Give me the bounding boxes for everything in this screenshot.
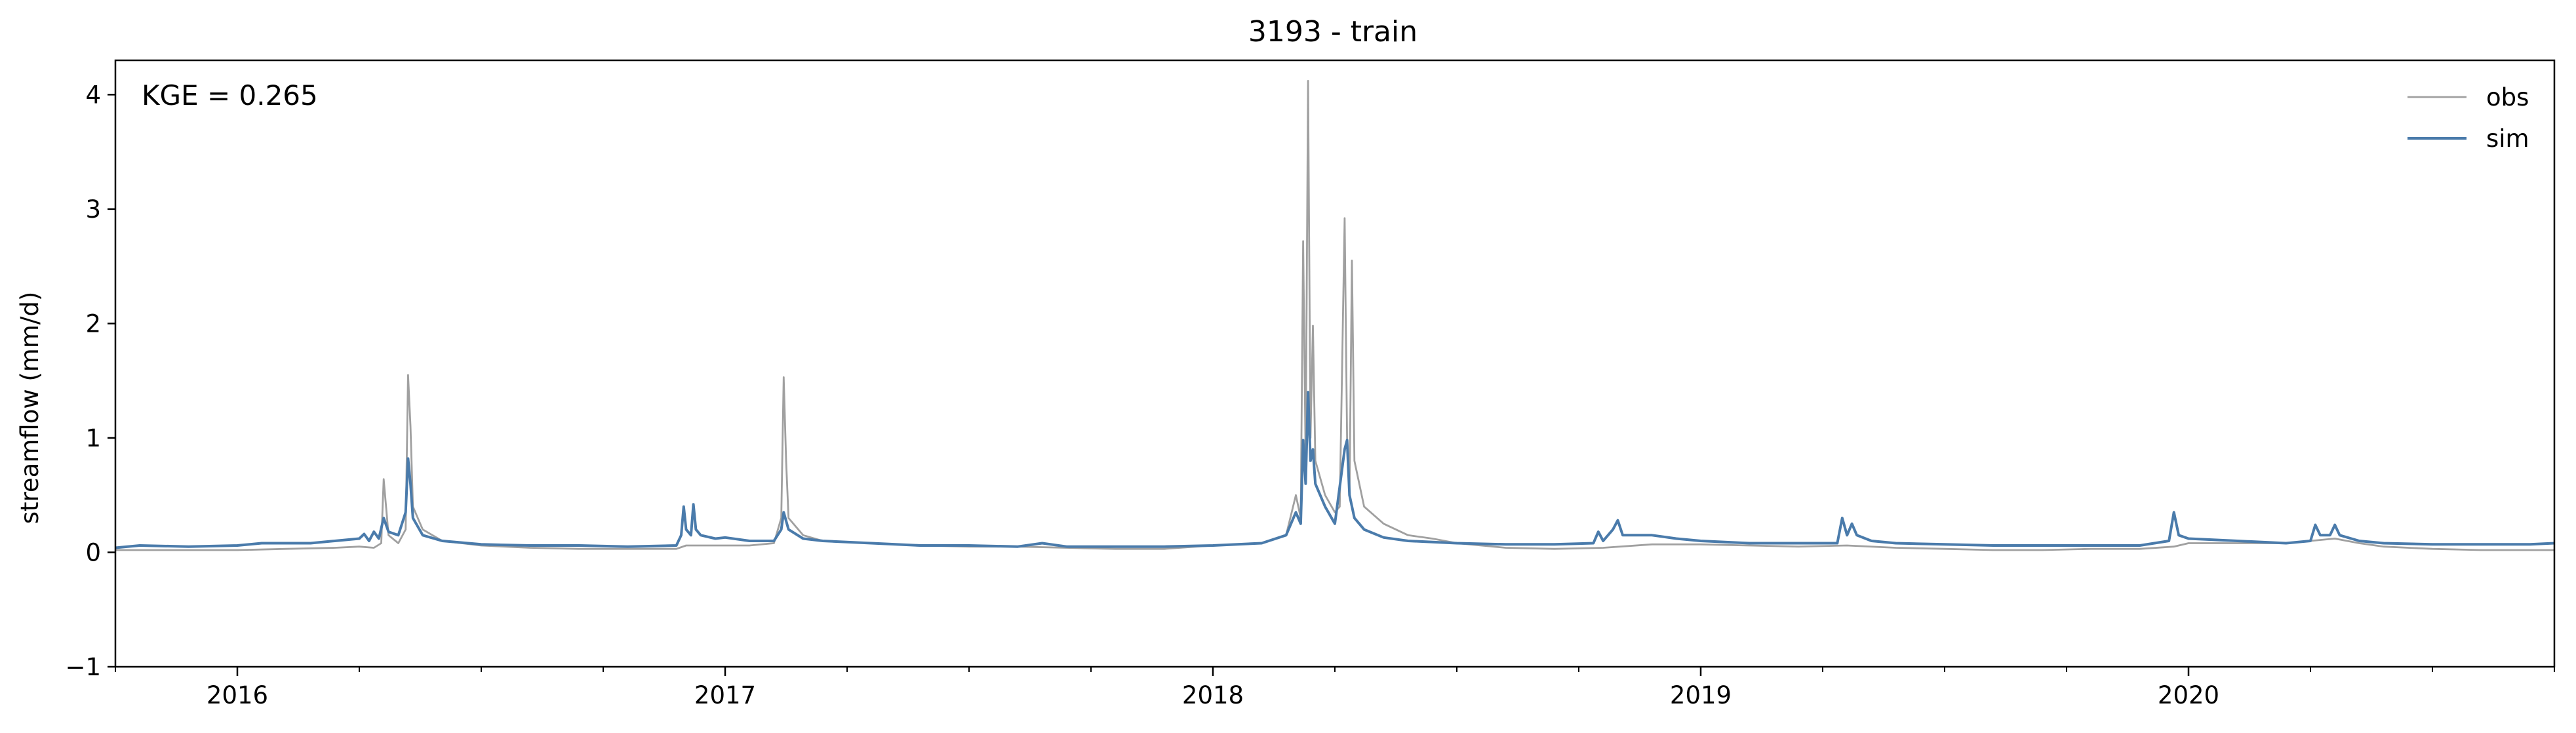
chart-title: 3193 - train (1248, 15, 1417, 49)
kge-annotation: KGE = 0.265 (142, 79, 318, 111)
series-layer (115, 80, 2555, 551)
plot-frame (114, 59, 2556, 668)
axis-layer: −1 0 1 2 3 4 2016 2017 2018 2019 2020 (65, 81, 2555, 709)
y-tick-label: 3 (85, 195, 101, 224)
y-tick-label: −1 (65, 653, 101, 681)
x-tick-label: 2020 (2158, 681, 2219, 709)
legend-label-obs: obs (2486, 83, 2529, 111)
legend-label-sim: sim (2486, 125, 2529, 153)
series-line-sim (115, 391, 2555, 549)
y-tick-label: 2 (85, 309, 101, 338)
x-tick-label: 2018 (1182, 681, 1244, 709)
x-tick-label: 2019 (1670, 681, 1732, 709)
y-tick-label: 1 (85, 424, 101, 452)
x-tick-label: 2016 (207, 681, 268, 709)
y-tick-label: 0 (85, 538, 101, 566)
series-line-obs (115, 80, 2554, 551)
y-axis-label: streamflow (mm/d) (16, 292, 44, 525)
y-tick-label: 4 (85, 81, 101, 109)
legend: obs sim (2408, 83, 2529, 153)
x-tick-label: 2017 (694, 681, 756, 709)
